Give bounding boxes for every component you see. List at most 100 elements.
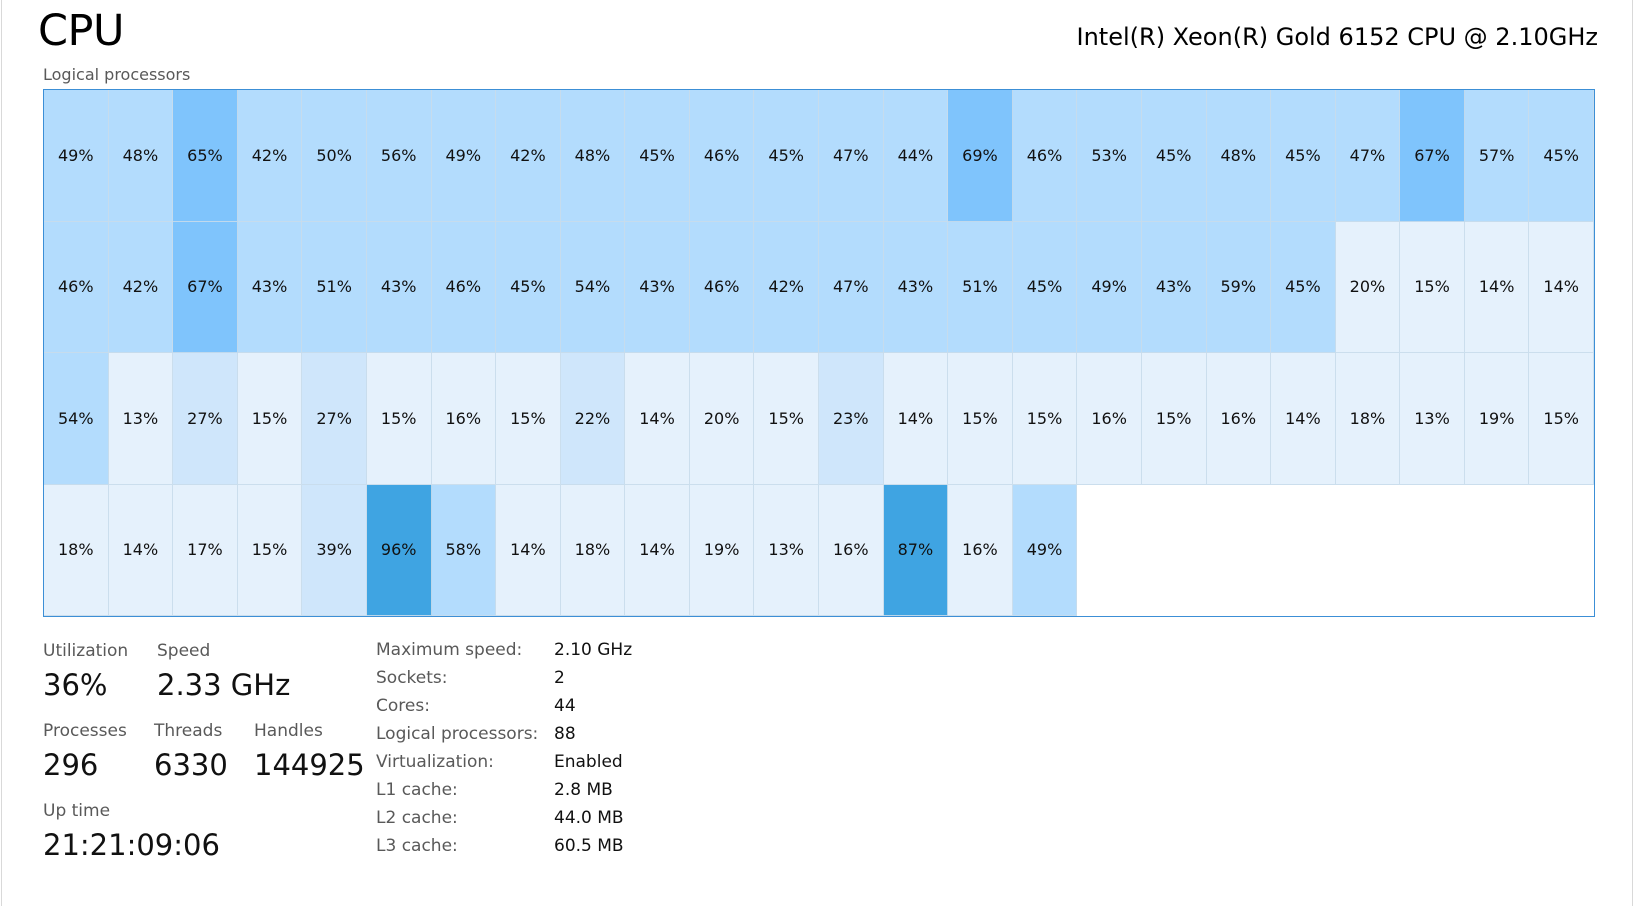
logical-processor-cell: 48% <box>560 90 626 222</box>
processes-stat: Processes 296 <box>43 720 127 784</box>
logical-processor-cell: 15% <box>948 353 1013 485</box>
speed-stat: Speed 2.33 GHz <box>157 640 290 704</box>
logical-processor-cell: 43% <box>237 221 303 353</box>
logical-processor-cell: 45% <box>754 90 819 222</box>
detail-value: 2 <box>554 668 565 688</box>
logical-processor-cell: 43% <box>625 221 690 353</box>
logical-processor-cell: 51% <box>302 221 367 353</box>
uptime-label: Up time <box>43 801 111 821</box>
logical-processor-cell: 17% <box>173 484 238 616</box>
detail-value: 44.0 MB <box>554 808 624 828</box>
logical-processors-graph[interactable]: 49% 48% 65% 42% 50% 56% 49% 42% 48% 45% 46% 45% 47% 4… <box>43 89 1595 617</box>
logical-processor-cell: 15% <box>237 484 303 616</box>
logical-processor-cell: 14% <box>883 353 949 485</box>
logical-processor-cell: 14% <box>108 484 174 616</box>
detail-value: 88 <box>554 724 576 744</box>
logical-processor-cell: 16% <box>819 484 884 616</box>
detail-row-logical-processors: Logical processors: 88 <box>376 720 632 748</box>
utilization-value: 36% <box>43 668 108 702</box>
logical-processor-cell: 59% <box>1206 221 1272 353</box>
logical-processor-cell: 46% <box>1012 90 1078 222</box>
processes-label: Processes <box>43 721 127 741</box>
detail-value: 2.10 GHz <box>554 640 633 660</box>
logical-processor-cell: 14% <box>1464 221 1530 353</box>
cpu-model-name: Intel(R) Xeon(R) Gold 6152 CPU @ 2.10GHz <box>1076 23 1598 51</box>
speed-value: 2.33 GHz <box>157 668 291 702</box>
logical-processor-cell: 42% <box>237 90 303 222</box>
detail-key: Cores: <box>376 696 430 716</box>
threads-stat: Threads 6330 <box>154 720 228 784</box>
window-right-edge <box>1632 0 1633 906</box>
logical-processor-cell: 43% <box>1141 221 1207 353</box>
detail-value: 60.5 MB <box>554 836 624 856</box>
speed-label: Speed <box>157 641 211 661</box>
logical-processor-cell: 27% <box>302 353 367 485</box>
detail-key: L2 cache: <box>376 808 458 828</box>
processes-value: 296 <box>43 748 99 782</box>
logical-processor-cell: 23% <box>819 353 884 485</box>
logical-processor-cell: 15% <box>496 353 561 485</box>
logical-processor-cell: 16% <box>1206 353 1272 485</box>
logical-processor-cell: 69% <box>948 90 1013 222</box>
detail-key: L1 cache: <box>376 780 458 800</box>
logical-processor-cell: 49% <box>431 90 497 222</box>
logical-processor-cell: 46% <box>689 221 755 353</box>
logical-processor-cell: 54% <box>44 353 109 485</box>
logical-processor-cell: 15% <box>754 353 819 485</box>
logical-processor-cell: 53% <box>1077 90 1142 222</box>
logical-processor-cell: 67% <box>173 221 238 353</box>
logical-processor-cell: 43% <box>883 221 949 353</box>
page-title: CPU <box>38 6 124 56</box>
logical-processor-cell: 20% <box>689 353 755 485</box>
utilization-stat: Utilization 36% <box>43 640 128 704</box>
logical-processor-cell: 45% <box>1141 90 1207 222</box>
logical-processor-cell: 15% <box>237 353 303 485</box>
logical-processor-cell: 47% <box>1335 90 1401 222</box>
logical-processor-cell: 16% <box>948 484 1013 616</box>
logical-processor-cell: 67% <box>1400 90 1465 222</box>
logical-processor-cell: 45% <box>1012 221 1078 353</box>
logical-processor-cell: 13% <box>1400 353 1465 485</box>
logical-processor-cell: 45% <box>1271 221 1336 353</box>
logical-processor-cell: 13% <box>754 484 819 616</box>
logical-processor-cell: 18% <box>560 484 626 616</box>
detail-row-cores: Cores: 44 <box>376 692 632 720</box>
threads-value: 6330 <box>154 748 228 782</box>
logical-processor-cell: 39% <box>302 484 367 616</box>
logical-processor-cell: 14% <box>1271 353 1336 485</box>
detail-key: Virtualization: <box>376 752 494 772</box>
logical-processor-cell: 45% <box>1529 90 1594 222</box>
logical-processor-cell: 58% <box>431 484 497 616</box>
logical-processor-cell: 20% <box>1335 221 1401 353</box>
logical-processor-cell: 15% <box>1529 353 1594 485</box>
logical-processor-cell: 19% <box>689 484 755 616</box>
logical-processor-cell: 44% <box>883 90 949 222</box>
logical-processor-cell: 43% <box>366 221 432 353</box>
logical-processor-cell: 14% <box>625 484 690 616</box>
detail-row-l1-cache: L1 cache: 2.8 MB <box>376 776 632 804</box>
logical-processor-cell: 47% <box>819 221 884 353</box>
handles-stat: Handles 144925 <box>254 720 365 784</box>
logical-processor-cell: 14% <box>1529 221 1594 353</box>
logical-processor-cell: 45% <box>496 221 561 353</box>
handles-value: 144925 <box>254 748 365 782</box>
utilization-label: Utilization <box>43 641 129 661</box>
logical-processor-cell: 22% <box>560 353 626 485</box>
detail-key: L3 cache: <box>376 836 458 856</box>
logical-processor-cell: 45% <box>625 90 690 222</box>
detail-row-virtualization: Virtualization: Enabled <box>376 748 632 776</box>
logical-processor-cell: 46% <box>44 221 109 353</box>
logical-processor-cell: 87% <box>883 484 949 616</box>
logical-processor-cell: 19% <box>1464 353 1530 485</box>
logical-processor-cell: 49% <box>44 90 109 222</box>
logical-processor-cell: 46% <box>431 221 497 353</box>
logical-processor-cell: 13% <box>108 353 174 485</box>
detail-row-l3-cache: L3 cache: 60.5 MB <box>376 832 632 860</box>
logical-processor-cell: 45% <box>1271 90 1336 222</box>
logical-processor-cell: 65% <box>173 90 238 222</box>
uptime-stat: Up time 21:21:09:06 <box>43 800 220 864</box>
logical-processor-cell: 56% <box>366 90 432 222</box>
detail-key: Sockets: <box>376 668 448 688</box>
logical-processor-cell: 49% <box>1012 484 1078 616</box>
logical-processor-cell: 48% <box>108 90 174 222</box>
